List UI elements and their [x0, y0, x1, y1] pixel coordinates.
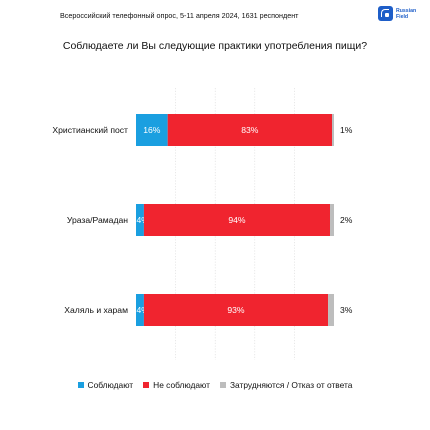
bar-segment-not-observe: [143, 294, 329, 326]
data-label-observe: 4%: [137, 305, 150, 315]
bar-segment-observe: [136, 114, 168, 146]
category-label: Ураза/Рамадан: [67, 215, 128, 225]
legend-item-observe: Соблюдают: [77, 380, 134, 390]
legend-swatch-observe: [77, 382, 84, 388]
logo-icon: [378, 6, 393, 21]
bar-segment-undecided: [330, 204, 334, 236]
legend: Соблюдают Не соблюдают Затрудняются / От…: [0, 380, 430, 390]
logo-text: Russian Field: [396, 8, 416, 20]
bar-segment-undecided: [328, 294, 334, 326]
legend-item-not-observe: Не соблюдают: [143, 380, 210, 390]
data-label-observe: 16%: [143, 125, 161, 135]
data-label-undecided: 1%: [340, 125, 353, 135]
data-label-not-observe: 83%: [241, 125, 259, 135]
legend-label-undecided: Затрудняются / Отказ от ответа: [230, 380, 353, 390]
data-label-not-observe: 93%: [227, 305, 245, 315]
bar-segment-not-observe: [143, 204, 331, 236]
russian-field-logo: Russian Field: [378, 6, 424, 24]
data-label-not-observe: 94%: [228, 215, 246, 225]
data-label-undecided: 2%: [340, 215, 353, 225]
bar-segment-observe: [136, 204, 144, 236]
legend-label-observe: Соблюдают: [87, 380, 134, 390]
legend-item-undecided: Затрудняются / Отказ от ответа: [220, 380, 352, 390]
bar-segment-undecided: [332, 114, 334, 146]
chart-title: Соблюдаете ли Вы следующие практики упот…: [62, 40, 368, 52]
legend-label-not-observe: Не соблюдают: [153, 380, 210, 390]
category-label: Христианский пост: [52, 125, 128, 135]
header: Всероссийский телефонный опрос, 5-11 апр…: [0, 0, 430, 30]
bar-segment-not-observe: [167, 114, 333, 146]
legend-swatch-not-observe: [143, 382, 150, 388]
logo-line-2: Field: [396, 14, 409, 20]
logo-line-1: Russian: [396, 8, 417, 14]
bar-segment-observe: [136, 294, 144, 326]
data-label-observe: 4%: [137, 215, 150, 225]
category-label: Халяль и харам: [64, 305, 128, 315]
survey-info: Всероссийский телефонный опрос, 5-11 апр…: [60, 11, 299, 20]
legend-swatch-undecided: [220, 382, 226, 388]
data-label-undecided: 3%: [340, 305, 353, 315]
